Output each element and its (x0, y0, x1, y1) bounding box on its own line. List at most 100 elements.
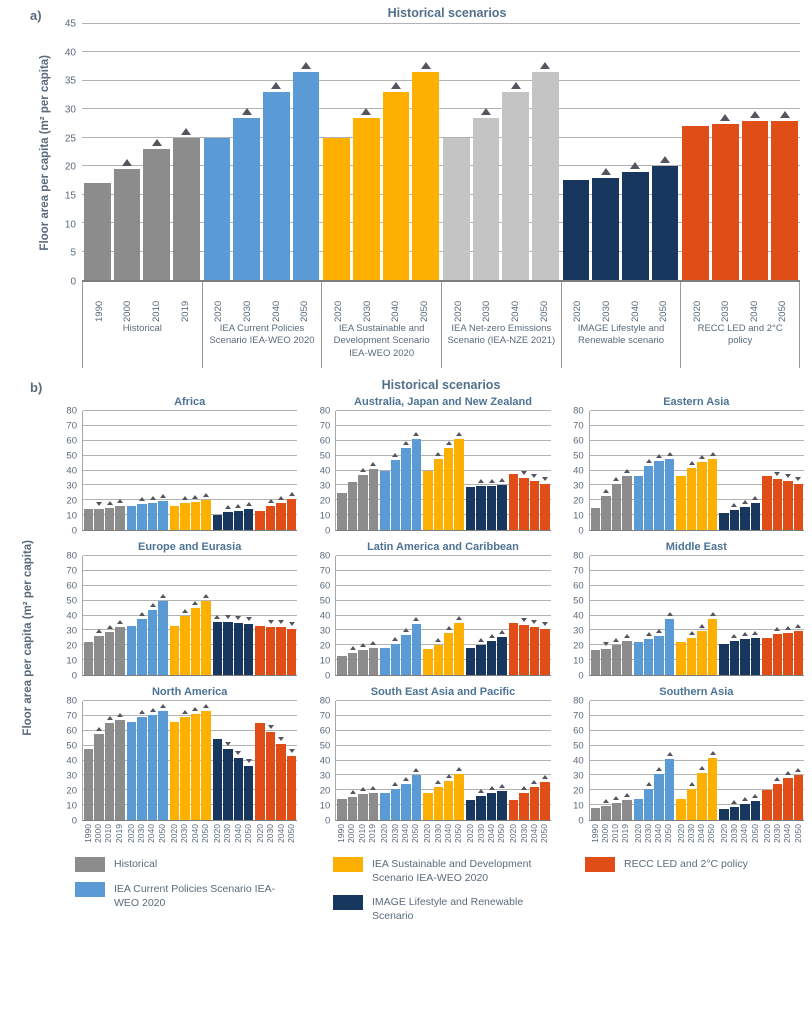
region-plot-area (335, 555, 551, 677)
bar-slot (707, 411, 718, 531)
bar (719, 512, 729, 531)
scenario-bar-group (590, 411, 633, 531)
y-tick-label: 10 (573, 510, 584, 522)
gridline (82, 193, 800, 195)
scenario-bar-group (212, 701, 255, 821)
scenario-bar-group (508, 701, 551, 821)
region-chart: Europe and Eurasia 0 10 20 30 40 50 60 70 80 (56, 541, 298, 682)
bar-slot (368, 701, 379, 821)
y-tick-label: 40 (573, 755, 584, 767)
year-tick-label: 2040 (782, 824, 793, 843)
bar-slot (180, 411, 190, 531)
year-tick-label: 2010 (610, 824, 621, 843)
y-tick-label: 0 (578, 670, 584, 682)
bar (180, 503, 190, 531)
scenario-bar-group (212, 411, 255, 531)
bar-slot (719, 556, 729, 676)
bar (793, 631, 803, 676)
scenario-group-label: RECC LED and 2°C policy (697, 323, 783, 347)
bar-slot (590, 411, 601, 531)
bar (337, 655, 347, 676)
bar (172, 137, 200, 280)
y-tick-label: 0 (325, 815, 331, 827)
bar (611, 802, 622, 821)
bar (423, 792, 433, 821)
bar (255, 723, 265, 821)
bar-slot (190, 411, 201, 531)
trend-marker (96, 629, 103, 634)
bar-slot (643, 411, 654, 531)
bar (531, 72, 559, 280)
bar (368, 792, 379, 821)
trend-marker (613, 795, 620, 800)
scenario-label-cell: 1990 2000 2010 2019 Historical (82, 282, 202, 369)
bar-slot (771, 24, 798, 280)
y-tick-label: 70 (319, 565, 331, 577)
y-tick-label: 40 (66, 755, 77, 767)
bar (126, 506, 137, 531)
year-tick-label: 2040 (485, 824, 496, 843)
y-tick-label: 20 (66, 495, 77, 507)
bar (682, 126, 709, 280)
region-plot-area (82, 410, 298, 532)
bar (740, 639, 750, 676)
y-tick-label: 0 (578, 815, 584, 827)
bar (201, 711, 211, 821)
trend-marker (181, 127, 192, 135)
bar-slot (94, 556, 104, 676)
trend-marker (214, 615, 221, 620)
region-x-axis-labels: 1990 2000 2010 2019 2020 2030 2040 2050 2020 2030… (56, 822, 297, 843)
bar-slot (707, 701, 718, 821)
bar (611, 483, 622, 531)
y-tick-label: 80 (573, 405, 584, 417)
year-tick-label: 2010 (356, 824, 367, 843)
bar-slot (643, 556, 654, 676)
bar-slot (115, 701, 125, 821)
gridline (589, 599, 804, 601)
bar (497, 485, 507, 531)
bar (486, 793, 497, 821)
region-plot-area (82, 700, 298, 822)
historical-color-swatch (75, 856, 105, 872)
trend-marker (630, 161, 641, 169)
bar-slot (621, 24, 649, 280)
bar (94, 733, 104, 821)
scenario-bar-group (675, 701, 718, 821)
bar (529, 480, 540, 531)
gridline (336, 410, 551, 412)
trend-marker (720, 113, 731, 121)
gridline (336, 744, 551, 746)
scenario-group-label: IMAGE Lifestyle and Renewable scenario (577, 323, 665, 347)
scenario-label-cell: 2020 2030 2040 2050 IEA Current Policies Sce… (201, 282, 322, 369)
trend-marker (224, 615, 231, 620)
bar (707, 458, 718, 531)
y-tick-label: 60 (573, 725, 584, 737)
bar-slot (590, 701, 601, 821)
bar-slot (233, 701, 243, 821)
bar (643, 788, 654, 821)
trend-marker (267, 619, 274, 624)
bar-slot (686, 701, 697, 821)
trend-marker (774, 627, 781, 632)
bar (255, 511, 265, 531)
gridline (589, 789, 804, 791)
bar-slot (729, 556, 740, 676)
year-tick-label: 2020 (452, 300, 464, 322)
legend-label: Historical (114, 857, 158, 870)
bar (190, 501, 201, 531)
bar (508, 474, 519, 531)
gridline (589, 514, 804, 516)
trend-marker (749, 110, 760, 118)
trend-marker (235, 615, 242, 620)
bar-slot (740, 556, 750, 676)
gridline (589, 614, 804, 616)
year-tick-label: 2030 (728, 824, 739, 843)
bar (508, 799, 519, 821)
gridline (336, 659, 551, 661)
bar (347, 482, 358, 531)
y-tick-label: 0 (325, 670, 331, 682)
y-tick-label: 0 (325, 525, 331, 537)
region-title: Southern Asia (659, 686, 734, 699)
trend-marker (488, 786, 495, 791)
trend-marker (181, 608, 188, 613)
